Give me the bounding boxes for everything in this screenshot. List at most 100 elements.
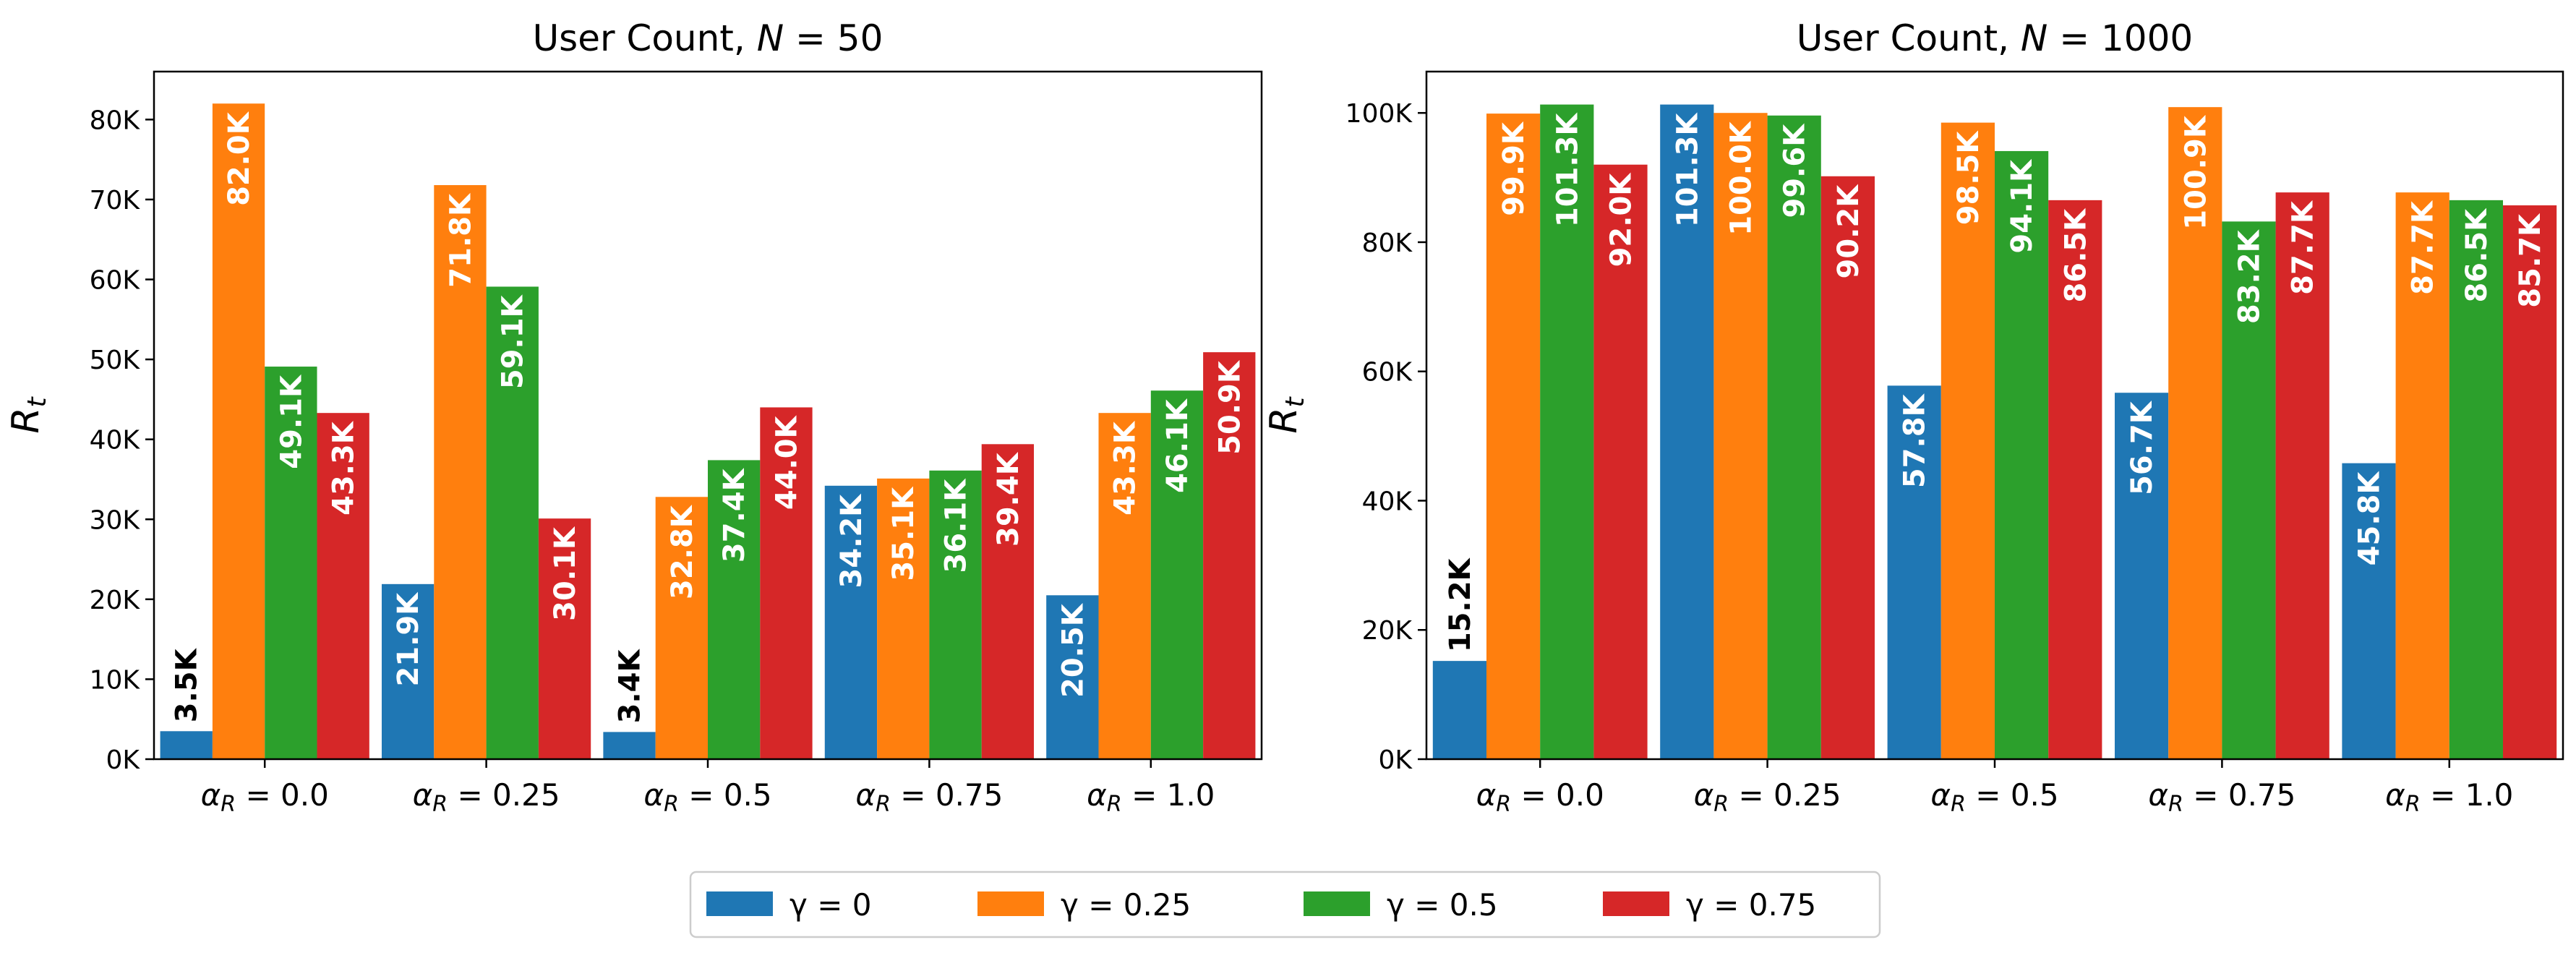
bar	[1432, 661, 1487, 759]
bar-value-label: 99.9K	[1497, 121, 1531, 216]
x-tick-label: αR = 0.5	[1930, 777, 2058, 817]
legend-swatch	[1603, 891, 1669, 916]
tick-symbol: α	[413, 777, 433, 813]
tick-symbol: α	[1930, 777, 1951, 813]
bar-value-label: 90.2K	[1832, 184, 1865, 279]
bar-value-label: 35.1K	[887, 486, 920, 581]
tick-symbol: α	[1087, 777, 1107, 813]
bar-value-label: 3.4K	[614, 649, 647, 724]
bar	[317, 413, 369, 759]
bar-value-label: 46.1K	[1161, 398, 1194, 493]
chart-title: User Count, N = 1000	[1797, 17, 2193, 59]
bar-value-label: 43.3K	[1109, 420, 1142, 516]
bar	[1540, 104, 1594, 760]
bar	[655, 497, 708, 759]
y-tick-label: 70K	[90, 186, 141, 215]
bar-value-label: 71.8K	[444, 192, 477, 288]
bar	[1593, 164, 1648, 759]
tick-subscript: R	[1496, 792, 1511, 817]
bar	[603, 732, 656, 759]
y-tick-label: 30K	[90, 505, 141, 535]
x-tick-label: αR = 0.0	[201, 777, 329, 817]
bar	[2449, 200, 2503, 759]
bar	[1150, 390, 1204, 759]
bar	[265, 367, 317, 759]
bar-value-label: 32.8K	[666, 504, 699, 599]
bar	[2115, 393, 2169, 759]
bar-value-label: 21.9K	[392, 591, 425, 687]
y-tick-label: 0K	[106, 745, 140, 775]
tick-value: = 0.25	[448, 777, 560, 813]
bar-value-label: 100.9K	[2179, 114, 2212, 230]
y-label-main: R	[4, 407, 48, 433]
bar-value-label: 86.5K	[2059, 208, 2092, 303]
tick-symbol: α	[2148, 777, 2168, 813]
tick-subscript: R	[2405, 792, 2421, 817]
legend-label: γ = 0.75	[1686, 887, 1816, 923]
x-tick-label: αR = 0.0	[1476, 777, 1604, 817]
bar	[1767, 115, 1821, 759]
bar-value-label: 100.0K	[1725, 120, 1758, 236]
y-tick-label: 10K	[90, 665, 141, 695]
title-prefix: User Count,	[1797, 17, 2021, 59]
bar	[2342, 463, 2396, 759]
bar	[2395, 192, 2449, 760]
y-tick-label: 80K	[1362, 228, 1413, 258]
legend-swatch	[1304, 891, 1370, 916]
chart-title: User Count, N = 50	[533, 17, 883, 59]
y-tick-label: 40K	[1362, 487, 1413, 516]
bar	[981, 444, 1035, 759]
bar	[1713, 113, 1768, 759]
y-label-subscript: t	[22, 395, 52, 407]
bar-value-label: 98.5K	[1952, 130, 1985, 226]
bar	[1046, 595, 1099, 759]
y-tick-label: 0K	[1378, 745, 1413, 775]
bar	[212, 103, 265, 760]
tick-value: = 0.0	[1511, 777, 1604, 813]
bar	[434, 185, 487, 759]
y-tick-label: 80K	[90, 106, 141, 135]
bar	[160, 731, 213, 759]
bar-value-label: 87.7K	[2287, 200, 2320, 295]
tick-subscript: R	[664, 792, 679, 817]
tick-subscript: R	[876, 792, 891, 817]
x-tick-label: αR = 0.25	[413, 777, 560, 817]
legend: γ = 0 γ = 0.25 γ = 0.5 γ = 0.75	[689, 871, 1881, 938]
bar-value-label: 45.8K	[2353, 471, 2387, 566]
tick-subscript: R	[1107, 792, 1122, 817]
bar	[2168, 107, 2222, 760]
bar	[2275, 192, 2329, 760]
bar-value-label: 49.1K	[275, 374, 308, 469]
bar-value-label: 50.9K	[1213, 359, 1246, 455]
tick-symbol: α	[201, 777, 221, 813]
bar-value-label: 57.8K	[1899, 393, 1932, 488]
title-variable: N	[2021, 17, 2047, 59]
title-suffix: = 1000	[2047, 17, 2193, 59]
x-tick-label: αR = 0.75	[2148, 777, 2295, 817]
tick-value: = 0.25	[1729, 777, 1841, 813]
bar	[824, 485, 878, 759]
tick-subscript: R	[221, 792, 236, 817]
bar-value-label: 94.1K	[2006, 158, 2039, 254]
legend-box	[689, 871, 1881, 938]
chart-n1000: User Count, N = 1000 15.2K 101.3K 57.8K 56.7…	[1262, 17, 2564, 817]
bar-value-label: 20.5K	[1056, 602, 1090, 698]
bar	[486, 286, 539, 759]
bar-value-label: 86.5K	[2460, 208, 2494, 303]
bar-value-label: 56.7K	[2126, 400, 2159, 495]
bar	[877, 478, 930, 759]
y-tick-label: 60K	[1362, 358, 1413, 388]
bar-value-label: 3.5K	[171, 647, 204, 722]
bar	[2502, 205, 2557, 759]
y-tick-label: 20K	[90, 586, 141, 615]
y-tick-label: 60K	[90, 266, 141, 296]
legend-swatch	[977, 891, 1044, 916]
tick-subscript: R	[432, 792, 448, 817]
bar-value-label: 59.1K	[497, 294, 530, 389]
tick-value: = 0.75	[891, 777, 1003, 813]
title-prefix: User Count,	[533, 17, 757, 59]
y-tick-label: 50K	[90, 346, 141, 375]
tick-subscript: R	[2168, 792, 2183, 817]
bar	[381, 583, 435, 759]
